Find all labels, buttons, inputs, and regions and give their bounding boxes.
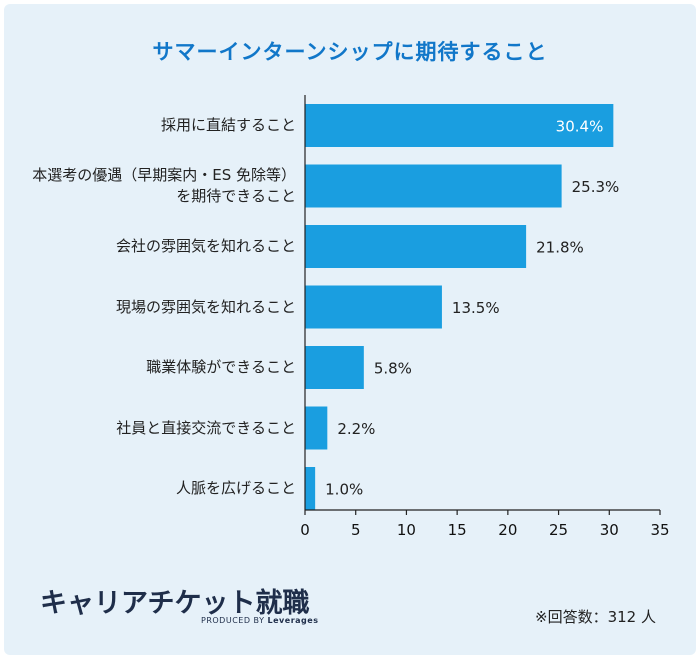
brand-logo: キャリアチケット就職 (40, 588, 310, 619)
bar-3 (305, 225, 527, 268)
value-label-5: 5.8% (374, 360, 412, 378)
value-label-7: 1.0% (325, 481, 363, 499)
bar-2 (305, 164, 562, 208)
x-tick-label: 15 (448, 521, 467, 539)
respondent-count-note: ※回答数：312 人 (535, 608, 656, 626)
value-label-6: 2.2% (337, 420, 375, 438)
bar-5 (305, 346, 364, 389)
category-label-line: 本選考の優遇（早期案内・ES 免除等） (32, 166, 296, 184)
category-label-line: 社員と直接交流できること (116, 418, 296, 437)
chart-title: サマーインターンシップに期待すること (152, 40, 548, 64)
x-tick-label: 10 (397, 521, 416, 539)
category-label-line: 会社の雰囲気を知れること (115, 237, 296, 255)
category-label-4: 現場の雰囲気を知れること (0, 297, 296, 318)
category-label-3: 会社の雰囲気を知れること (0, 236, 296, 257)
category-label-line: 現場の雰囲気を知れること (115, 297, 296, 316)
logo-produced-by: PRODUCED BY (201, 616, 265, 625)
category-label-6: 社員と直接交流できること (0, 418, 296, 439)
value-label-2: 25.3% (572, 178, 620, 196)
category-label-1: 採用に直結すること (0, 115, 296, 136)
bar-1 (305, 104, 614, 147)
bar-4 (305, 285, 442, 329)
logo-brand-name: Leverages (267, 616, 319, 625)
bar-6 (305, 406, 328, 450)
category-label-line: 職業体験ができること (146, 358, 296, 376)
value-label-1: 30.4% (556, 118, 604, 136)
bar-7 (305, 467, 316, 510)
value-label-3: 21.8% (536, 239, 584, 257)
x-tick-label: 5 (351, 521, 361, 539)
brand-logo-subtitle: PRODUCED BY Leverages (201, 616, 318, 625)
x-tick-label: 30 (600, 521, 619, 539)
category-label-2: 本選考の優遇（早期案内・ES 免除等） を期待できること (0, 165, 296, 207)
x-tick-label: 35 (650, 521, 669, 539)
category-label-7: 人脈を広げること (0, 478, 296, 499)
value-label-4: 13.5% (452, 299, 500, 317)
x-tick-label: 25 (549, 521, 568, 539)
category-label-line: 人脈を広げること (175, 479, 296, 497)
x-tick-label: 20 (498, 521, 517, 539)
category-label-line: 採用に直結すること (160, 116, 296, 134)
category-label-line: を期待できること (176, 187, 296, 205)
x-tick-label: 0 (300, 521, 310, 539)
category-label-5: 職業体験ができること (0, 357, 296, 378)
